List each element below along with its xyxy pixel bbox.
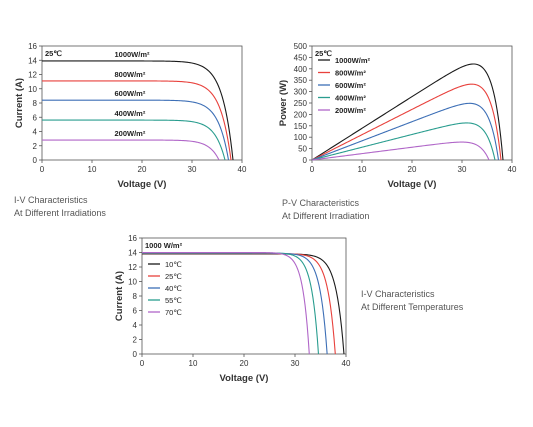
chart-annotation: 1000 W/m² (145, 241, 183, 250)
caption-iv-temperature-line2: At Different Temperatures (361, 302, 464, 312)
iv-temperature-svg: 0 10 20 30 40 0 2 4 6 8 10 12 14 16 Voltage (V) Current… (114, 234, 351, 384)
y-tick-label: 300 (294, 88, 308, 97)
y-tick-label: 16 (128, 234, 137, 243)
x-tick-label: 0 (310, 165, 315, 174)
x-tick-label: 40 (238, 165, 247, 174)
series-label-2: 600W/m² (115, 89, 146, 98)
series-line-2 (311, 102, 500, 161)
y-tick-label: 200 (294, 110, 308, 119)
y-tick-label: 16 (28, 42, 37, 51)
y-tick-label: 150 (294, 122, 308, 131)
legend-entry-1: 800W/m² (335, 69, 366, 78)
legend-entry-0: 10℃ (165, 260, 182, 269)
iv-irradiance-chart: 0 10 20 30 40 0 2 4 6 8 10 12 14 16 Voltage (V) Current… (0, 38, 260, 198)
y-tick-label: 12 (28, 71, 37, 80)
y-tick-label: 10 (128, 278, 137, 287)
chart-annotation: 25℃ (45, 49, 62, 58)
y-tick-label: 10 (28, 85, 37, 94)
legend-entry-4: 200W/m² (335, 106, 366, 115)
y-tick-label: 0 (303, 156, 308, 165)
y-tick-label: 450 (294, 53, 308, 62)
y-tick-label: 50 (298, 145, 307, 154)
series-line-4 (42, 139, 220, 161)
y-tick-label: 2 (33, 142, 38, 151)
y-tick-label: 14 (128, 249, 137, 258)
iv-irradiance-svg: 0 10 20 30 40 0 2 4 6 8 10 12 14 16 Voltage (V) Current… (14, 42, 247, 190)
y-tick-label: 2 (133, 336, 138, 345)
legend-entry-2: 600W/m² (335, 81, 366, 90)
series-label-3: 400W/m² (115, 109, 146, 118)
x-tick-label: 20 (240, 359, 249, 368)
iv-temperature-chart: 0 10 20 30 40 0 2 4 6 8 10 12 14 16 Voltage (V) Current… (100, 232, 360, 392)
y-tick-label: 8 (133, 292, 138, 301)
y-tick-label: 6 (133, 307, 138, 316)
caption-iv-irradiation-line2: At Different Irradiations (14, 208, 106, 218)
caption-iv-irradiation-line1: I-V Characteristics (14, 195, 88, 205)
y-tick-label: 14 (28, 56, 37, 65)
x-tick-label: 0 (140, 359, 145, 368)
x-axis-label: Voltage (V) (118, 179, 167, 190)
x-tick-label: 0 (40, 165, 45, 174)
y-tick-label: 100 (294, 133, 308, 142)
legend-entry-3: 55℃ (165, 296, 182, 305)
y-tick-label: 8 (33, 99, 38, 108)
y-axis-label: Current (A) (114, 271, 125, 321)
y-tick-label: 500 (294, 42, 308, 51)
x-tick-label: 20 (408, 165, 417, 174)
y-tick-label: 4 (33, 128, 38, 137)
legend-entry-2: 40℃ (165, 284, 182, 293)
series-label-1: 800W/m² (115, 70, 146, 79)
series-line-4 (142, 251, 310, 355)
y-axis-label: Current (A) (14, 78, 25, 128)
y-tick-label: 6 (33, 113, 38, 122)
legend-entry-1: 25℃ (165, 272, 182, 281)
x-tick-label: 20 (138, 165, 147, 174)
series-line-0 (311, 63, 504, 161)
series-line-1 (311, 83, 502, 161)
y-tick-label: 400 (294, 65, 308, 74)
legend-entry-0: 1000W/m² (335, 56, 371, 65)
series-line-0 (42, 60, 234, 161)
caption-iv-temperature-line1: I-V Characteristics (361, 289, 435, 299)
caption-pv-irradiation: P-V Characteristics At Different Irradia… (282, 197, 369, 223)
series-line-2 (42, 99, 230, 161)
caption-pv-irradiation-line2: At Different Irradiation (282, 211, 370, 221)
legend-entry-3: 400W/m² (335, 94, 366, 103)
x-tick-label: 10 (88, 165, 97, 174)
y-tick-label: 250 (294, 99, 308, 108)
x-tick-label: 10 (358, 165, 367, 174)
series-label-0: 1000W/m² (115, 50, 151, 59)
x-tick-label: 30 (188, 165, 197, 174)
x-tick-label: 10 (189, 359, 198, 368)
series-line-4 (311, 141, 490, 161)
y-tick-label: 12 (128, 263, 137, 272)
series-line-1 (42, 80, 232, 161)
y-tick-label: 350 (294, 76, 308, 85)
pv-irradiance-svg: 0 10 20 30 40050100150200250300350400450500V… (278, 42, 517, 190)
series-label-4: 200W/m² (115, 129, 146, 138)
pv-irradiance-chart: 0 10 20 30 40 0 50 100 150 200 250 300 350 400 450 500 V… (268, 38, 533, 198)
x-axis-label: Voltage (V) (220, 373, 269, 384)
y-tick-label: 0 (33, 156, 38, 165)
plot-frame (41, 45, 243, 161)
series-line-3 (311, 122, 496, 161)
x-tick-label: 30 (291, 359, 300, 368)
caption-pv-irradiation-line1: P-V Characteristics (282, 198, 360, 208)
y-tick-label: 4 (133, 321, 138, 330)
chart-annotation: 25℃ (315, 49, 332, 58)
x-tick-label: 40 (508, 165, 517, 174)
caption-iv-irradiation: I-V Characteristics At Different Irradia… (14, 194, 106, 220)
legend-entry-4: 70℃ (165, 308, 182, 317)
y-tick-label: 0 (133, 350, 138, 359)
x-tick-label: 30 (458, 165, 467, 174)
x-axis-label: Voltage (V) (388, 179, 437, 190)
y-axis-label: Power (W) (278, 80, 289, 126)
x-tick-label: 40 (342, 359, 351, 368)
series-line-3 (42, 119, 226, 161)
caption-iv-temperature: I-V Characteristics At Different Tempera… (361, 288, 463, 314)
